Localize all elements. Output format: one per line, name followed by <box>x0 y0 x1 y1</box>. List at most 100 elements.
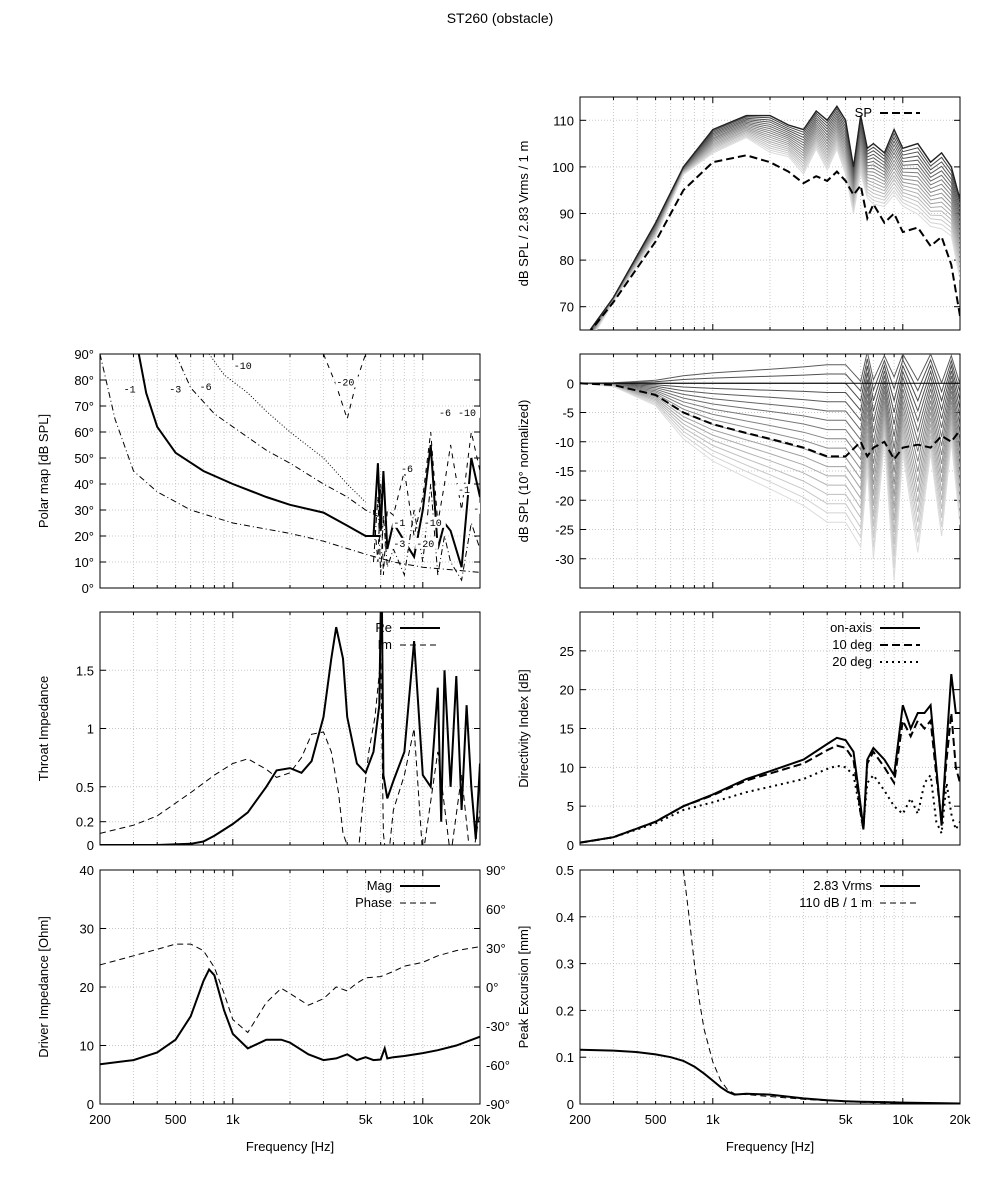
plot-area-spl <box>589 105 960 330</box>
y-tick-label: 0 <box>567 838 574 853</box>
contour--1 <box>100 354 480 573</box>
y-tick-label: 70 <box>560 300 574 315</box>
y-tick-label: -15 <box>555 464 574 479</box>
series-line-10deg <box>580 712 960 844</box>
plot-area-excursion <box>580 870 960 1104</box>
y-axis-label: Polar map [dB SPL] <box>36 414 51 528</box>
normalized-line <box>580 382 960 533</box>
normalized-line <box>580 354 960 385</box>
legend-label: Re <box>375 620 392 635</box>
offaxis-line <box>590 112 960 330</box>
y-tick-label: 0.1 <box>556 1050 574 1065</box>
contour-label-bg <box>457 406 480 418</box>
legend-label: Mag <box>367 878 392 893</box>
y-tick-label: 25 <box>560 644 574 659</box>
y2-tick-label: 30° <box>486 941 506 956</box>
y-tick-label: 1.5 <box>76 663 94 678</box>
y-axis-label: Throat Impedance <box>36 676 51 782</box>
plot-frame <box>99 869 481 1105</box>
y2-tick-label: -90° <box>486 1097 510 1112</box>
y-tick-label: 30° <box>74 503 94 518</box>
y-tick-label: 40° <box>74 477 94 492</box>
series-line-sp <box>589 154 960 330</box>
y-tick-label: -25 <box>555 523 574 538</box>
x-tick-label: 20k <box>470 1112 491 1127</box>
y-tick-label: 0.2 <box>556 1003 574 1018</box>
y-tick-label: -20 <box>555 493 574 508</box>
contour-label: -20 <box>416 540 434 551</box>
normalized-line <box>580 382 960 557</box>
contour-label-bg <box>392 537 409 549</box>
plot-frame <box>99 611 481 846</box>
offaxis-line <box>595 133 960 330</box>
x-tick-label: 500 <box>165 1112 187 1127</box>
offaxis-line <box>594 129 960 330</box>
y-tick-label: 10° <box>74 555 94 570</box>
offaxis-line <box>595 134 960 330</box>
y-tick-label: 20 <box>80 980 94 995</box>
contour-label-bg <box>122 383 139 395</box>
contour-label-bg <box>335 376 359 388</box>
chart-throat: 0 0.2 0.5 1 1.5 Throat Impedance Re Im <box>36 611 481 853</box>
y-axis-label: dB SPL / 2.83 Vrms / 1 m <box>516 141 531 287</box>
plot-area-polar: -1 -3 -6-10-20-1-3-6-10-20-6 -10-1-3 <box>100 354 485 582</box>
offaxis-line <box>591 117 960 330</box>
legend-label: SP <box>855 105 872 120</box>
y-axis-label: Peak Excursion [mm] <box>516 926 531 1049</box>
y-tick-label: 50° <box>74 451 94 466</box>
series-line-im <box>100 658 480 845</box>
series-line-20deg <box>580 764 960 844</box>
normalized-line <box>580 369 960 413</box>
contour-label: -1 <box>124 385 136 396</box>
x-tick-label: 10k <box>892 1112 913 1127</box>
legend-label: Im <box>378 637 392 652</box>
contour-label-bg <box>392 516 409 528</box>
offaxis-line <box>596 137 960 330</box>
y-tick-label: 40 <box>80 863 94 878</box>
normalized-line <box>580 382 960 485</box>
contour-label-bg <box>457 484 473 496</box>
contour-hf-b <box>373 431 480 576</box>
offaxis-line <box>594 130 960 330</box>
offaxis-line <box>592 125 960 330</box>
y-tick-label: 0.5 <box>76 780 94 795</box>
plot-frame <box>579 611 961 846</box>
y-tick-label: 15 <box>560 722 574 737</box>
legend-label: 110 dB / 1 m <box>799 895 872 910</box>
plot-frame <box>579 869 961 1105</box>
y-tick-label: 0 <box>567 376 574 391</box>
offaxis-line <box>593 126 960 330</box>
y-tick-label: 90 <box>560 207 574 222</box>
contour-label-bg <box>438 406 454 418</box>
contour--6 <box>175 354 381 519</box>
contour-label-bg <box>400 463 416 474</box>
contour-label-bg <box>422 516 446 528</box>
y-tick-label: 70° <box>74 399 94 414</box>
offaxis-line <box>592 122 960 330</box>
contour-label-bg <box>232 360 256 372</box>
normalized-line <box>580 380 960 437</box>
x-tick-label: 10k <box>412 1112 433 1127</box>
contour-label: -3 <box>169 385 181 396</box>
y2-tick-label: 90° <box>486 863 506 878</box>
contour--3 <box>137 354 381 537</box>
y-tick-label: 20° <box>74 529 94 544</box>
x-tick-label: 200 <box>569 1112 591 1127</box>
contour-label-bg <box>415 537 439 549</box>
y2-tick-label: 0° <box>486 980 498 995</box>
y-tick-label: 0.2 <box>76 815 94 830</box>
contour-hf-c <box>373 483 480 582</box>
y-tick-label: 30 <box>80 922 94 937</box>
offaxis-line <box>591 115 960 330</box>
chart-spl: 70 80 90 100 110 dB SPL / 2.83 Vrms / 1 m SP <box>516 96 961 331</box>
contour-label-bg <box>198 381 215 393</box>
x-tick-label: 1k <box>706 1112 720 1127</box>
legend-label: 2.83 Vrms <box>813 878 872 893</box>
y-tick-label: 10 <box>80 1039 94 1054</box>
y-tick-label: 0 <box>567 1097 574 1112</box>
contour-label: -3 <box>473 505 485 516</box>
series-line-on-axis <box>580 673 960 844</box>
y-tick-label: 0 <box>87 838 94 853</box>
